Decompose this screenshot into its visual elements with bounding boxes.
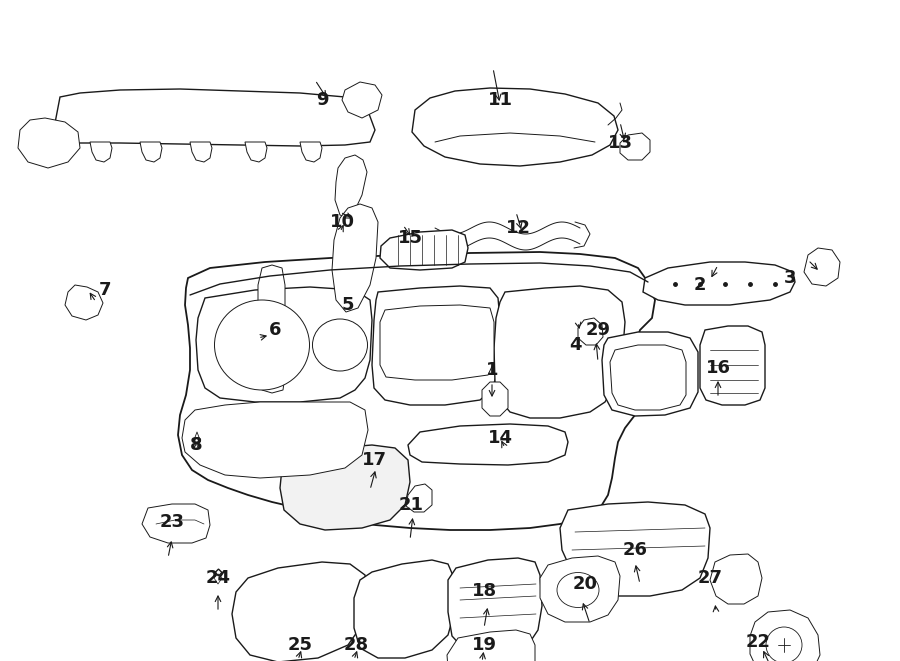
- Text: 9: 9: [316, 91, 328, 109]
- Text: 17: 17: [362, 451, 386, 469]
- Text: 22: 22: [745, 633, 770, 651]
- Text: 29: 29: [586, 321, 610, 339]
- Text: 8: 8: [190, 436, 203, 454]
- Text: 19: 19: [472, 636, 497, 654]
- Polygon shape: [406, 484, 432, 512]
- Ellipse shape: [557, 572, 599, 607]
- Text: 7: 7: [99, 281, 112, 299]
- Polygon shape: [90, 142, 112, 162]
- Polygon shape: [578, 318, 603, 345]
- Polygon shape: [332, 204, 378, 312]
- Polygon shape: [408, 424, 568, 465]
- Polygon shape: [494, 286, 625, 418]
- Polygon shape: [610, 345, 686, 410]
- Polygon shape: [380, 305, 494, 380]
- Text: 5: 5: [342, 296, 355, 314]
- Text: 24: 24: [205, 569, 230, 587]
- Text: 11: 11: [488, 91, 512, 109]
- Polygon shape: [710, 554, 762, 604]
- Polygon shape: [482, 382, 508, 416]
- Text: 16: 16: [706, 359, 731, 377]
- Polygon shape: [142, 504, 210, 543]
- Polygon shape: [643, 262, 795, 305]
- Polygon shape: [140, 142, 162, 162]
- Text: 13: 13: [608, 134, 633, 152]
- Ellipse shape: [214, 300, 310, 390]
- Polygon shape: [300, 142, 322, 162]
- Text: 15: 15: [398, 229, 422, 247]
- Ellipse shape: [312, 319, 367, 371]
- Polygon shape: [354, 560, 455, 658]
- Polygon shape: [280, 445, 410, 530]
- Polygon shape: [335, 155, 367, 218]
- Circle shape: [766, 627, 802, 661]
- Polygon shape: [700, 326, 765, 405]
- Polygon shape: [804, 248, 840, 286]
- Polygon shape: [65, 285, 103, 320]
- Polygon shape: [447, 630, 535, 661]
- Text: 21: 21: [399, 496, 424, 514]
- Polygon shape: [602, 332, 698, 416]
- Text: 18: 18: [472, 582, 497, 600]
- Text: 23: 23: [159, 513, 184, 531]
- Polygon shape: [190, 142, 212, 162]
- Polygon shape: [540, 556, 620, 622]
- Polygon shape: [620, 133, 650, 160]
- Polygon shape: [232, 562, 368, 661]
- Text: 6: 6: [269, 321, 281, 339]
- Text: 25: 25: [287, 636, 312, 654]
- Text: 3: 3: [784, 269, 796, 287]
- Polygon shape: [258, 265, 285, 393]
- Text: 14: 14: [488, 429, 512, 447]
- Polygon shape: [18, 118, 80, 168]
- Polygon shape: [182, 402, 368, 478]
- Polygon shape: [448, 558, 542, 654]
- Polygon shape: [342, 82, 382, 118]
- Polygon shape: [245, 142, 267, 162]
- Text: 20: 20: [572, 575, 598, 593]
- Polygon shape: [380, 230, 468, 270]
- Text: 12: 12: [506, 219, 530, 237]
- Text: 28: 28: [344, 636, 369, 654]
- Polygon shape: [196, 287, 372, 402]
- Text: 10: 10: [329, 213, 355, 231]
- Text: 27: 27: [698, 569, 723, 587]
- Polygon shape: [750, 610, 820, 661]
- Polygon shape: [178, 252, 655, 530]
- Polygon shape: [50, 89, 375, 146]
- Text: 2: 2: [694, 276, 706, 294]
- Polygon shape: [372, 286, 500, 405]
- Text: 1: 1: [486, 361, 499, 379]
- Text: 4: 4: [569, 336, 581, 354]
- Text: 26: 26: [623, 541, 647, 559]
- Polygon shape: [412, 88, 618, 166]
- Polygon shape: [560, 502, 710, 596]
